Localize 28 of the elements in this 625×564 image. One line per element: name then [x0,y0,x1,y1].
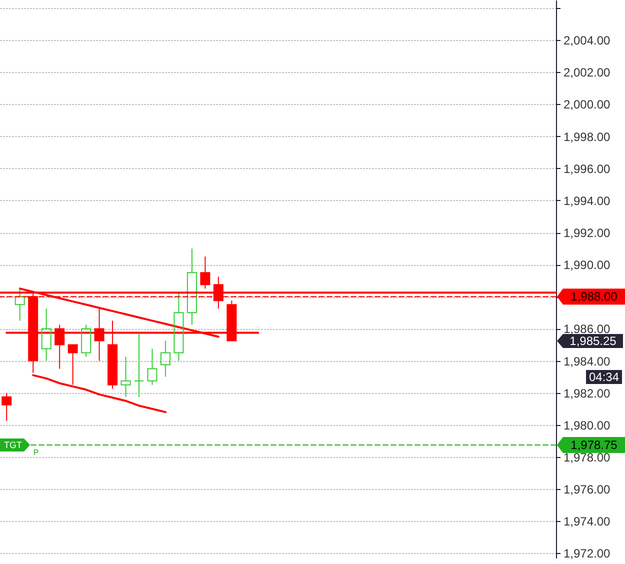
y-tick-label: 2,002.00 [564,66,611,80]
y-tick-label: 1,978.00 [564,450,611,464]
candlestick [120,356,131,398]
annotation: P [33,448,39,457]
y-tick-label: 1,992.00 [564,226,611,240]
y-tick-label: 2,004.00 [564,34,611,48]
y-tick-label: 1,976.00 [564,482,611,497]
annotation: TGT [4,440,22,450]
y-tick-label: 1,996.00 [564,162,611,176]
y-tick-label: 2,000.00 [564,98,611,112]
y-tick-label: 1,980.00 [564,418,611,432]
y-tick-label: 1,982.00 [564,386,611,400]
ref-line-label: 1,988.00 [570,290,618,304]
y-tick-label: 1,998.00 [564,130,611,144]
candlestick [134,332,144,398]
text: 1,985.25 [570,334,617,348]
y-tick-label: 1,994.00 [564,194,611,208]
y-tick-label: 1,990.00 [564,258,611,272]
candlestick [41,308,52,362]
y-tick-label: 1,974.00 [564,514,611,529]
candlestick [174,292,184,362]
text: 04:34 [588,370,620,384]
ref-line-label: 1,978.75 [570,438,618,452]
candlestick [186,248,197,326]
y-tick-label: 1,972.00 [564,546,611,561]
candlestick [160,340,170,378]
y-tick-label: 1,984.00 [564,354,611,368]
y-tick-label: 1,986.00 [564,322,611,336]
